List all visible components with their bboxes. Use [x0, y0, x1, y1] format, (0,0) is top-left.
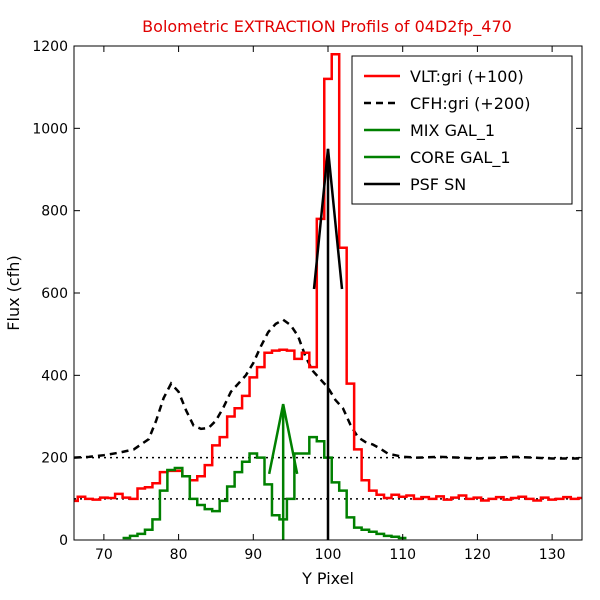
y-tick-label: 800 [41, 204, 68, 220]
y-tick-label: 400 [41, 368, 68, 384]
series-3-arrow [267, 403, 299, 540]
series-3-head [267, 403, 299, 475]
x-tick-label: 130 [539, 547, 566, 563]
legend: VLT:gri (+100) CFH:gri (+200) MIX GAL_1 COR… [351, 55, 573, 205]
chart-title: Bolometric EXTRACTION Profils of 04D2fp_… [142, 17, 512, 37]
legend-label-3: CORE GAL_1 [410, 148, 511, 168]
y-tick-label: 200 [41, 451, 68, 467]
legend-label-1: CFH:gri (+200) [410, 94, 531, 113]
legend-label-4: PSF SN [410, 175, 466, 194]
series-4-head [312, 148, 344, 290]
legend-label-2: MIX GAL_1 [410, 121, 495, 141]
y-axis-label: Flux (cfh) [4, 255, 23, 330]
y-tick-label: 1200 [32, 39, 68, 55]
plot-area [74, 52, 582, 540]
series-4-arrow [312, 148, 344, 540]
axes: 70 80 90 100 110 120 130 0 200 400 600 800 1000 1200 [32, 39, 582, 563]
x-tick-label: 90 [244, 547, 262, 563]
series-1-line [74, 318, 582, 460]
x-tick-label: 80 [170, 547, 188, 563]
x-tick-label: 70 [95, 547, 113, 563]
y-tick-label: 0 [59, 533, 68, 549]
legend-label-0: VLT:gri (+100) [410, 67, 524, 86]
series-2-line [122, 435, 407, 540]
x-tick-label: 120 [464, 547, 491, 563]
series-0-line [74, 52, 582, 503]
y-tick-label: 600 [41, 286, 68, 302]
x-axis-label: Y Pixel [301, 569, 354, 588]
y-tick-label: 1000 [32, 121, 68, 137]
x-tick-label: 100 [315, 547, 342, 563]
x-tick-label: 110 [389, 547, 416, 563]
